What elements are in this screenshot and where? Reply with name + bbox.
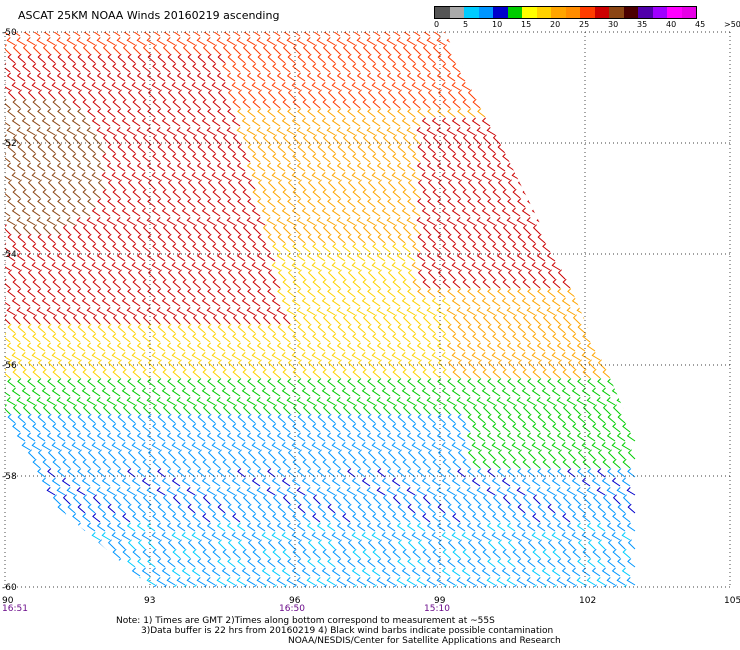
latitude-tick-label: -54 xyxy=(2,250,17,260)
legend-label: 30 xyxy=(608,20,619,29)
time-labels: 16:51 16:50 15:10 xyxy=(2,604,450,614)
latitude-tick-label: -52 xyxy=(2,139,17,149)
legend-labels: 0 5 10 15 20 25 30 35 40 45 >50 knots xyxy=(434,19,740,31)
legend-swatch xyxy=(464,7,479,18)
legend-label: 0 xyxy=(434,20,440,29)
legend-swatch xyxy=(551,7,566,18)
legend-swatch xyxy=(507,7,522,18)
legend-label: 10 xyxy=(492,20,503,29)
legend-swatch xyxy=(493,7,508,18)
legend-swatch xyxy=(580,7,595,18)
legend-color-bar xyxy=(434,6,697,19)
legend-swatch xyxy=(435,7,450,18)
longitude-tick-label: 102 xyxy=(579,596,596,606)
footer-note-line1: Note: 1) Times are GMT 2)Times along bot… xyxy=(116,616,495,626)
legend-swatch xyxy=(594,7,609,18)
legend-swatch xyxy=(652,7,667,18)
legend-swatch xyxy=(609,7,624,18)
latitude-tick-label: -58 xyxy=(2,472,17,482)
legend-swatch xyxy=(667,7,682,18)
legend-label: 45 xyxy=(695,20,706,29)
longitude-tick-label: 105 xyxy=(724,596,740,606)
legend-swatch xyxy=(638,7,653,18)
legend-label: 25 xyxy=(579,20,590,29)
time-label: 16:51 xyxy=(2,604,28,614)
longitude-tick-label: 96 xyxy=(289,596,301,606)
wind-barbs xyxy=(5,32,636,587)
legend-swatch xyxy=(681,7,696,18)
map-title: ASCAT 25KM NOAA Winds 20160219 ascending xyxy=(18,9,280,22)
legend-label: 20 xyxy=(550,20,561,29)
longitude-tick-label: 99 xyxy=(434,596,446,606)
legend-swatch xyxy=(522,7,537,18)
speed-legend: 0 5 10 15 20 25 30 35 40 45 >50 knots xyxy=(434,6,740,31)
legend-label: >50 knots xyxy=(724,20,740,29)
legend-swatch xyxy=(536,7,551,18)
footer-note-line2: 3)Data buffer is 22 hrs from 20160219 4)… xyxy=(141,626,554,636)
legend-label: 15 xyxy=(521,20,532,29)
legend-swatch xyxy=(478,7,493,18)
axis-tick-labels: -50 -52 -54 -56 -58 -60 90 93 96 99 102 105 xyxy=(2,28,740,606)
legend-label: 35 xyxy=(637,20,648,29)
legend-swatch xyxy=(565,7,580,18)
time-label: 15:10 xyxy=(424,604,450,614)
footer-credit: NOAA/NESDIS/Center for Satellite Applica… xyxy=(288,636,561,646)
latitude-tick-label: -56 xyxy=(2,361,17,371)
legend-swatch xyxy=(623,7,638,18)
latitude-tick-label: -60 xyxy=(2,583,17,593)
lat-lon-grid xyxy=(4,31,731,588)
legend-label: 5 xyxy=(463,20,469,29)
legend-swatch xyxy=(449,7,464,18)
time-label: 16:50 xyxy=(279,604,305,614)
longitude-tick-label: 93 xyxy=(144,596,155,606)
latitude-tick-label: -50 xyxy=(2,28,17,38)
legend-label: 40 xyxy=(666,20,677,29)
longitude-tick-label: 90 xyxy=(2,596,14,606)
